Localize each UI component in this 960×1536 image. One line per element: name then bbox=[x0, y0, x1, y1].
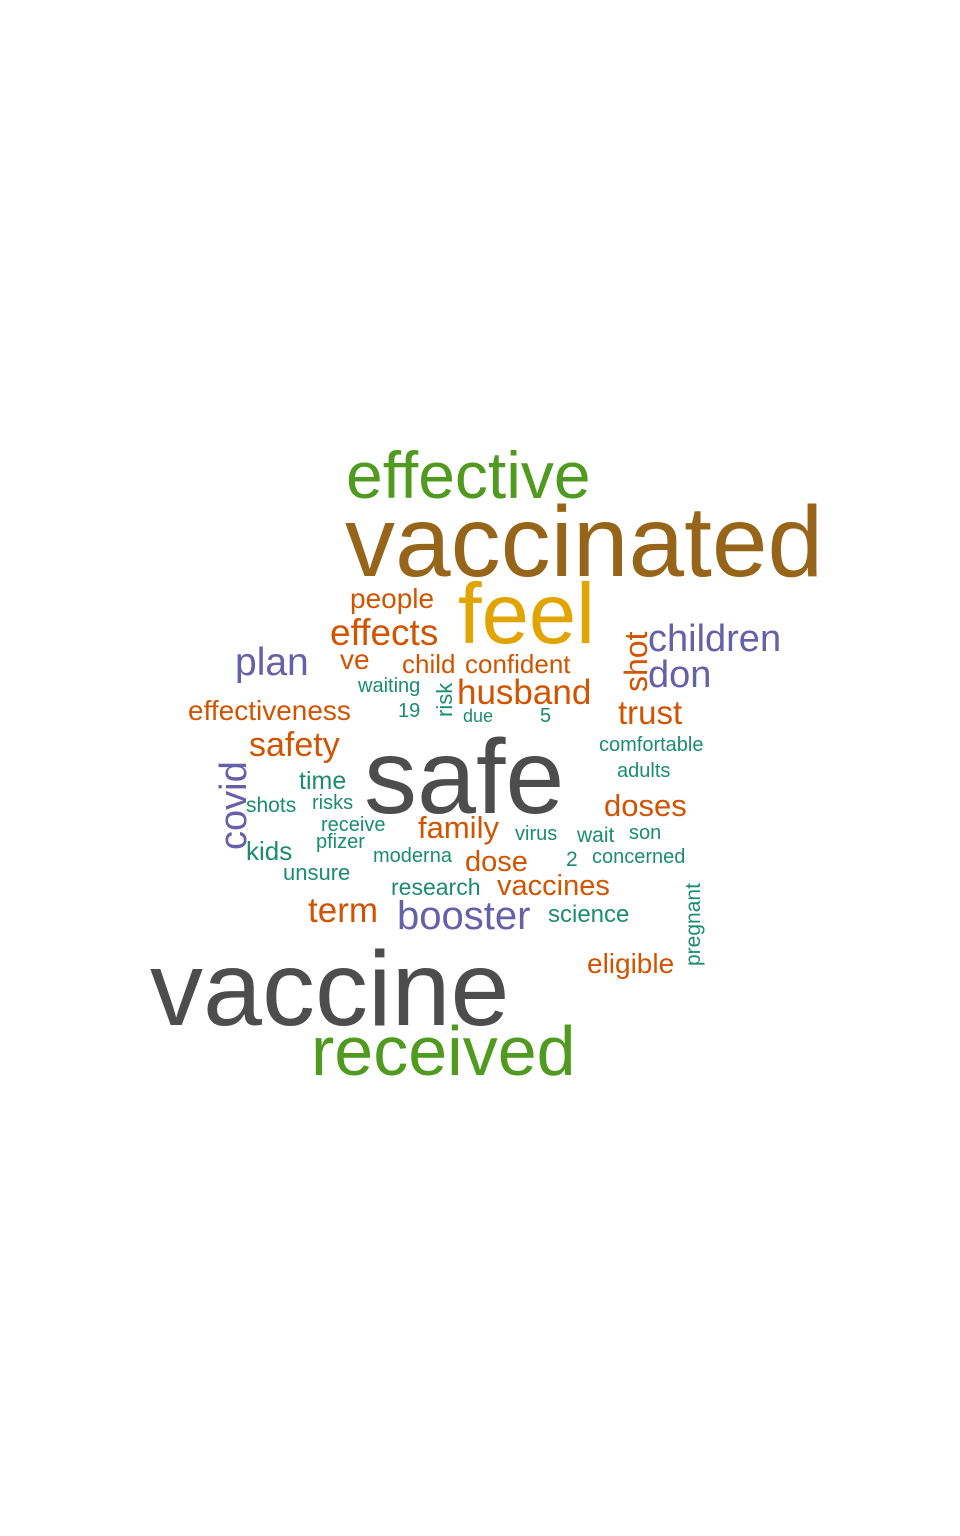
word-term: term bbox=[308, 891, 378, 930]
word-shots: shots bbox=[246, 794, 297, 817]
word-5: 5 bbox=[540, 705, 552, 727]
word-science: science bbox=[548, 901, 630, 928]
word-don: don bbox=[648, 654, 712, 696]
word-effectiveness: effectiveness bbox=[188, 695, 351, 726]
word-dose: dose bbox=[465, 846, 528, 878]
word-risk: risk bbox=[432, 682, 457, 717]
word-people: people bbox=[350, 583, 435, 614]
word-due: due bbox=[463, 706, 494, 726]
word-family: family bbox=[418, 810, 499, 845]
word-pfizer: pfizer bbox=[316, 831, 365, 853]
word-receive: receive bbox=[321, 814, 386, 836]
word-effects: effects bbox=[330, 612, 439, 653]
word-doses: doses bbox=[604, 788, 687, 823]
word-ve: ve bbox=[340, 644, 370, 675]
word-husband: husband bbox=[457, 673, 592, 712]
word-pregnant: pregnant bbox=[682, 883, 705, 966]
word-risks: risks bbox=[312, 792, 354, 814]
word-shot: shot bbox=[618, 631, 654, 692]
word-moderna: moderna bbox=[373, 845, 452, 867]
word-kids: kids bbox=[246, 836, 293, 866]
word-safety: safety bbox=[249, 726, 340, 764]
word-received: received bbox=[311, 1012, 576, 1090]
word-unsure: unsure bbox=[283, 860, 351, 885]
word-adults: adults bbox=[617, 760, 671, 782]
word-trust: trust bbox=[618, 694, 683, 731]
word-research: research bbox=[391, 874, 481, 900]
word-time: time bbox=[299, 767, 347, 795]
word-son: son bbox=[629, 822, 662, 844]
word-booster: booster bbox=[397, 894, 531, 938]
word-confident: confident bbox=[465, 649, 571, 679]
word-plan: plan bbox=[235, 641, 309, 684]
word-concerned: concerned bbox=[592, 846, 686, 868]
word-waiting: waiting bbox=[358, 675, 421, 697]
word-child: child bbox=[402, 649, 456, 679]
word-safe: safe bbox=[364, 718, 565, 836]
word-vaccinated: vaccinated bbox=[345, 486, 824, 598]
word-19: 19 bbox=[398, 700, 421, 722]
word-wait: wait bbox=[577, 824, 615, 847]
word-vaccine: vaccine bbox=[150, 930, 510, 1048]
word-2: 2 bbox=[566, 848, 578, 871]
word-children: children bbox=[648, 618, 782, 660]
word-eligible: eligible bbox=[587, 948, 675, 979]
word-comfortable: comfortable bbox=[599, 734, 704, 756]
word-feel: feel bbox=[458, 567, 596, 662]
word-effective: effective bbox=[346, 438, 591, 512]
word-virus: virus bbox=[515, 823, 558, 845]
word-vaccines: vaccines bbox=[497, 870, 610, 902]
word-covid: covid bbox=[213, 761, 255, 850]
